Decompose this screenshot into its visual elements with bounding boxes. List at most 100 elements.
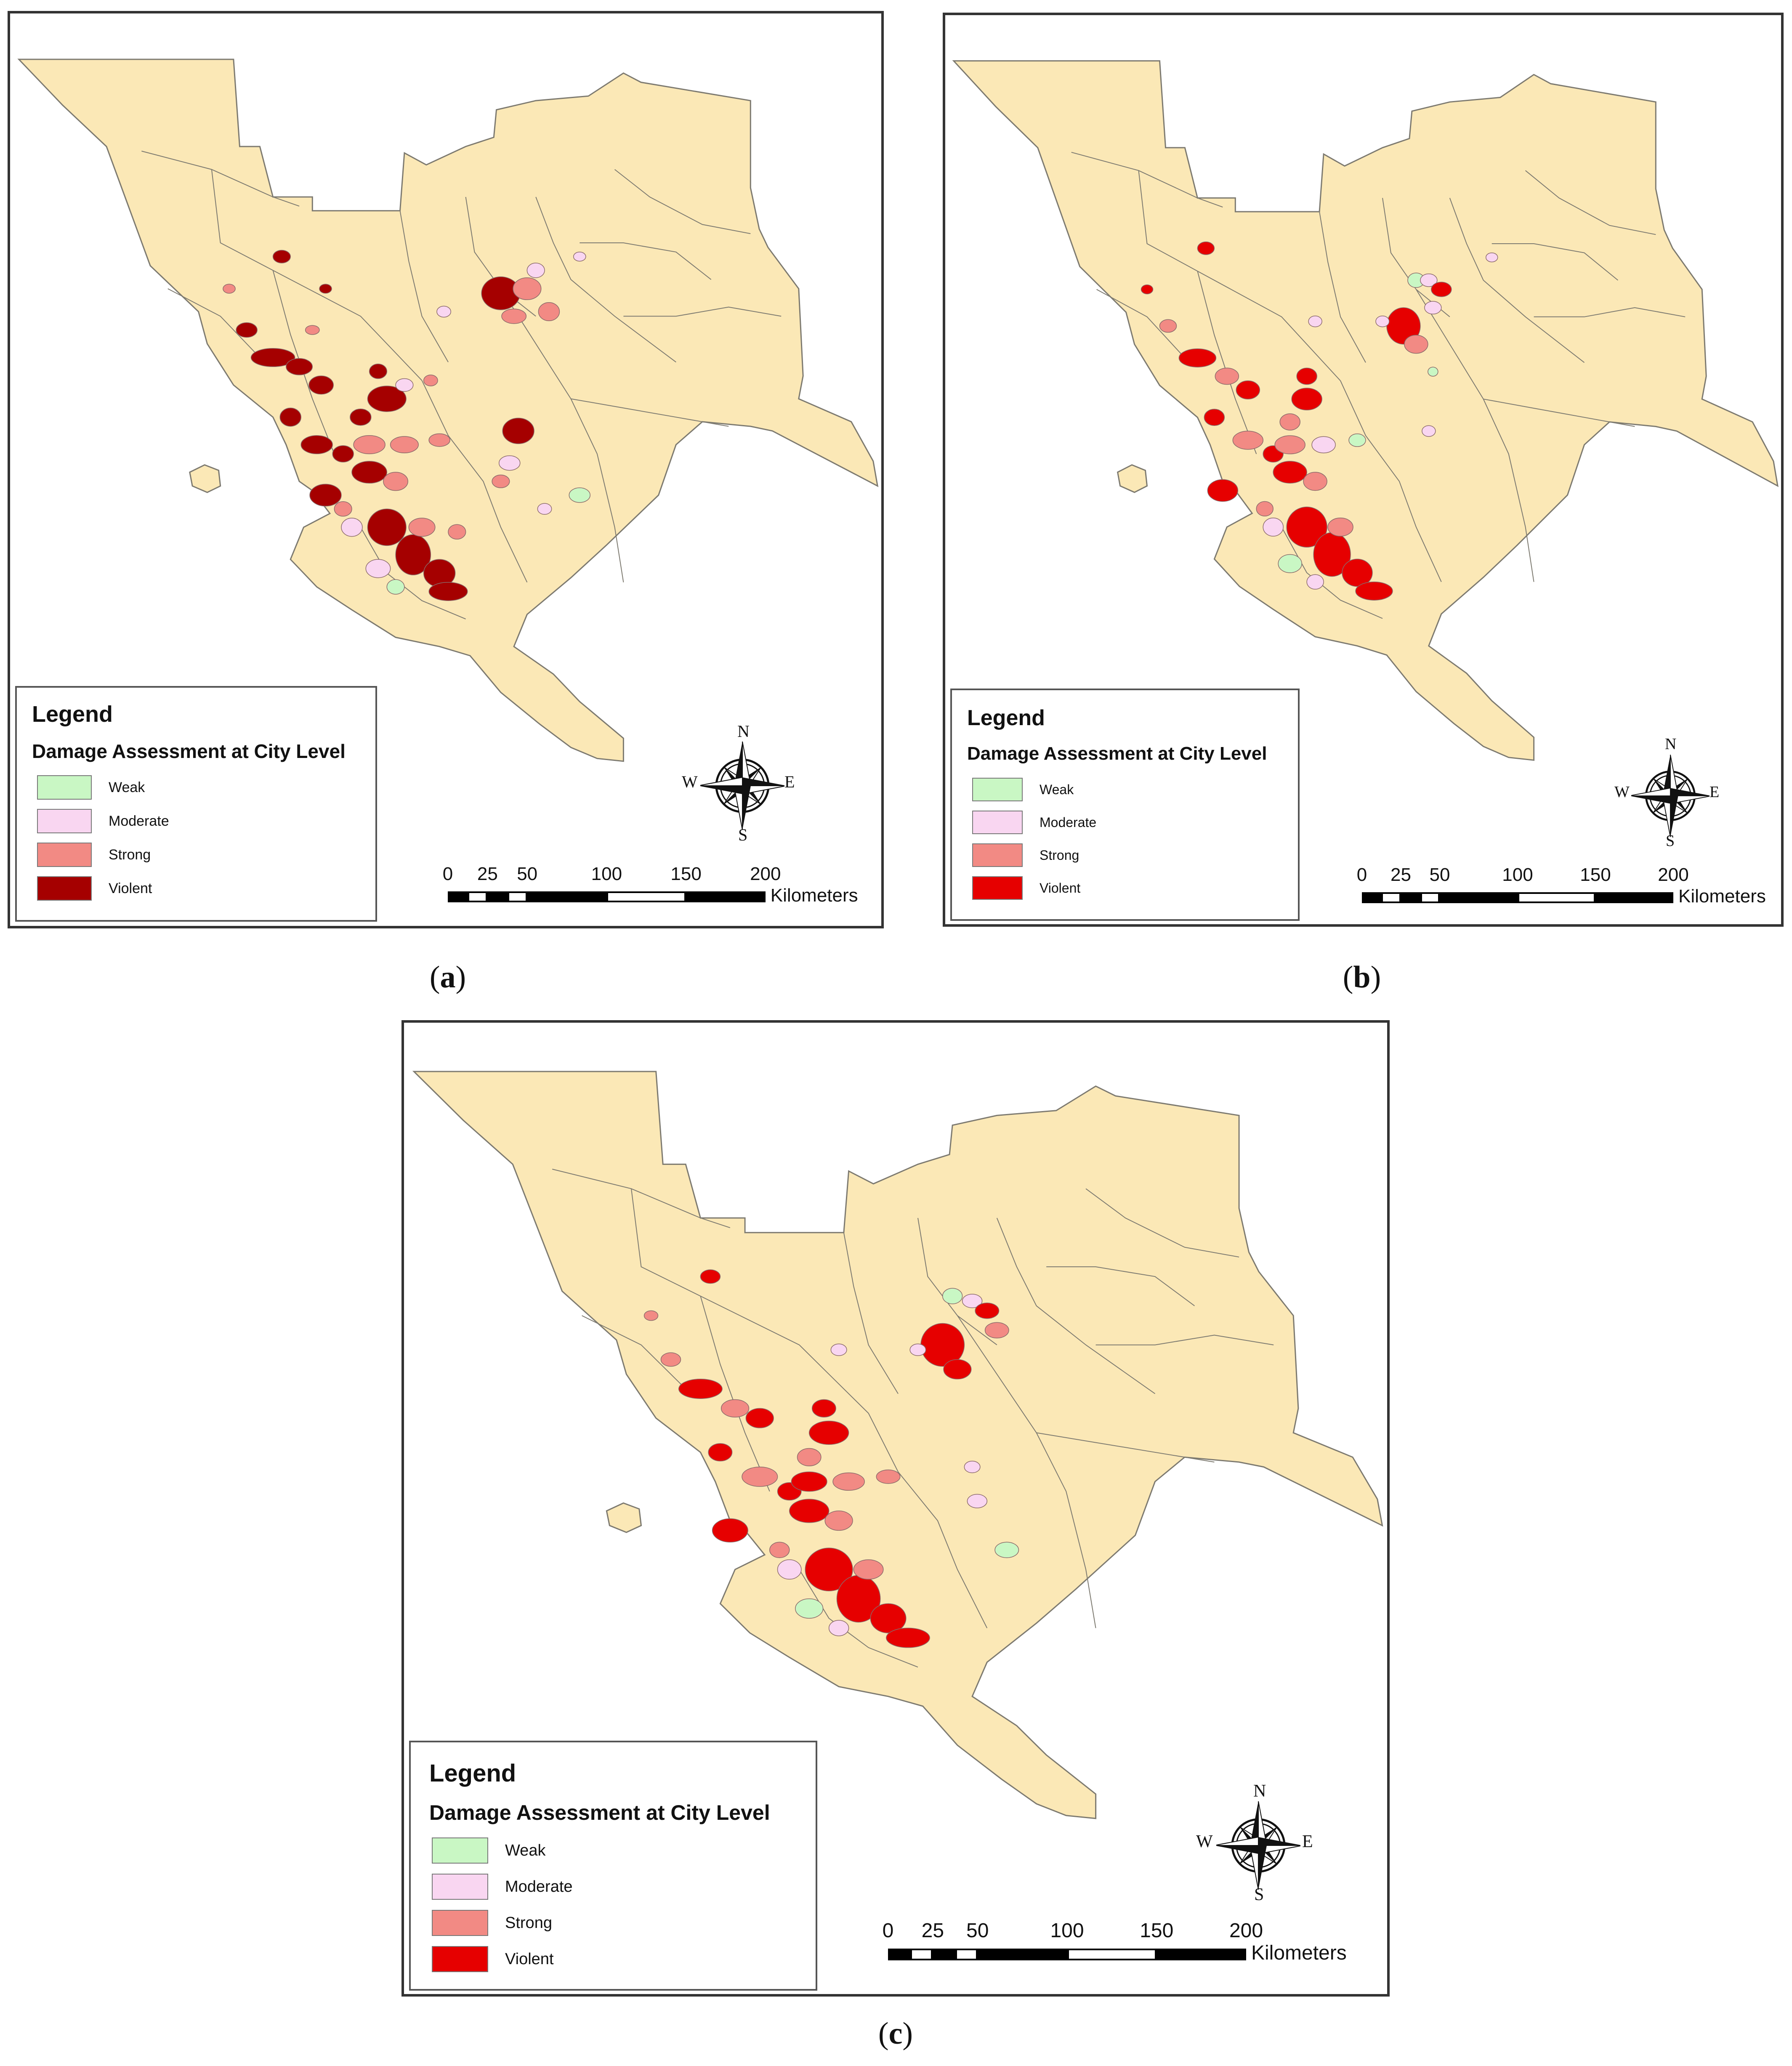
legend-box: Legend Damage Assessment at City Level W… xyxy=(950,689,1300,921)
city-damage-violent xyxy=(308,375,334,395)
city-damage-violent xyxy=(350,408,372,426)
city-damage-weak xyxy=(1348,433,1366,447)
city-damage-strong xyxy=(305,325,320,335)
city-damage-strong xyxy=(353,435,386,455)
scale-segment xyxy=(686,891,766,902)
city-damage-moderate xyxy=(830,1343,847,1356)
caption-paren: ) xyxy=(902,2016,913,2051)
compass-south: S xyxy=(738,825,748,844)
legend-label: Strong xyxy=(109,846,151,863)
scale-tick-label: 25 xyxy=(921,1920,944,1942)
city-damage-violent xyxy=(886,1627,930,1648)
county-boundary xyxy=(1416,289,1534,582)
compass-west: W xyxy=(1614,783,1630,801)
city-damage-strong xyxy=(832,1472,865,1491)
county-boundary xyxy=(739,1315,869,1414)
legend-swatch xyxy=(37,876,92,901)
city-damage-violent xyxy=(300,435,333,455)
city-damage-strong xyxy=(1279,413,1300,431)
city-damage-moderate xyxy=(526,263,545,278)
compass-icon xyxy=(1214,1801,1303,1890)
county-boundary xyxy=(571,398,729,427)
county-boundary xyxy=(465,197,536,317)
legend-label: Weak xyxy=(505,1841,546,1859)
city-damage-violent xyxy=(395,534,431,575)
city-damage-strong xyxy=(428,433,450,447)
city-damage-weak xyxy=(942,1288,963,1304)
legend-item-violent: Violent xyxy=(37,876,152,901)
scale-unit: Kilometers xyxy=(1251,1942,1347,1965)
city-damage-moderate xyxy=(499,455,521,471)
scale-segment xyxy=(468,891,488,902)
scale-segment xyxy=(1381,892,1401,903)
scale-tick-label: 50 xyxy=(1429,864,1450,885)
city-damage-strong xyxy=(769,1542,790,1558)
scale-bar: 0 25 50 100 150 200 Kilometers xyxy=(883,1919,1372,1978)
scale-segment xyxy=(888,1949,911,1960)
legend-label: Moderate xyxy=(109,813,169,829)
city-damage-strong xyxy=(1274,435,1305,455)
county-boundary xyxy=(1281,526,1383,619)
county-boundary xyxy=(168,288,265,363)
city-damage-violent xyxy=(236,322,258,338)
city-damage-strong xyxy=(390,436,419,453)
city-damage-moderate xyxy=(1420,273,1438,287)
caption-c: (c) xyxy=(878,2016,913,2052)
county-boundary xyxy=(535,197,676,363)
city-damage-violent xyxy=(428,582,468,601)
legend-subtitle: Damage Assessment at City Level xyxy=(429,1801,770,1824)
legend-subtitle: Damage Assessment at City Level xyxy=(967,743,1267,764)
scale-segment xyxy=(1518,892,1595,903)
city-damage-moderate xyxy=(365,559,391,578)
legend-label: Moderate xyxy=(505,1877,573,1896)
compass-east: E xyxy=(784,772,795,791)
city-damage-strong xyxy=(408,518,436,537)
city-damage-strong xyxy=(721,1399,750,1418)
city-damage-violent xyxy=(1273,461,1307,484)
county-boundary xyxy=(631,1189,740,1316)
compass-west: W xyxy=(682,772,698,791)
scale-tick-label: 200 xyxy=(1658,864,1689,885)
map-panel-b: Legend Damage Assessment at City Level W… xyxy=(943,13,1784,927)
county-boundary xyxy=(1071,152,1223,208)
city-damage-strong xyxy=(1327,517,1353,537)
caption-paren: ( xyxy=(878,2016,889,2051)
county-boundary xyxy=(552,1169,731,1228)
county-boundary xyxy=(1449,198,1585,363)
scale-segment xyxy=(1362,892,1382,903)
legend-swatch xyxy=(972,811,1023,834)
map-panel-a: Legend Damage Assessment at City Level W… xyxy=(8,11,884,928)
city-damage-violent xyxy=(332,445,354,463)
legend-label: Violent xyxy=(505,1950,554,1968)
city-damage-weak xyxy=(386,579,405,595)
city-damage-moderate xyxy=(1263,517,1284,537)
compass-icon xyxy=(1629,755,1712,837)
city-damage-weak xyxy=(994,1542,1019,1558)
city-damage-moderate xyxy=(341,518,363,537)
region-map xyxy=(952,60,1779,761)
city-damage-strong xyxy=(1303,472,1327,491)
city-damage-violent xyxy=(1431,282,1452,297)
city-damage-violent xyxy=(708,1443,733,1462)
compass-rose: N S W E xyxy=(1196,1781,1313,1906)
compass-west: W xyxy=(1196,1832,1213,1851)
city-damage-moderate xyxy=(537,503,552,515)
city-damage-violent xyxy=(319,284,332,294)
scale-tick-label: 50 xyxy=(517,864,538,884)
city-damage-moderate xyxy=(395,378,414,392)
scale-segment xyxy=(1401,892,1420,903)
scale-tick-label: 200 xyxy=(1229,1920,1263,1942)
city-damage-strong xyxy=(1215,367,1239,385)
legend-swatch xyxy=(432,1946,488,1972)
caption-b: (b) xyxy=(1343,960,1381,995)
county-boundary xyxy=(614,169,751,234)
legend-swatch xyxy=(432,1837,488,1864)
city-damage-violent xyxy=(502,417,534,444)
city-damage-violent xyxy=(712,1518,748,1542)
scale-segment xyxy=(487,891,508,902)
county-boundary xyxy=(996,1218,1156,1394)
compass-rose: N S W E xyxy=(1614,735,1719,853)
county-boundary xyxy=(868,1413,988,1628)
city-damage-moderate xyxy=(962,1294,983,1308)
scale-tick-label: 0 xyxy=(882,1920,894,1942)
